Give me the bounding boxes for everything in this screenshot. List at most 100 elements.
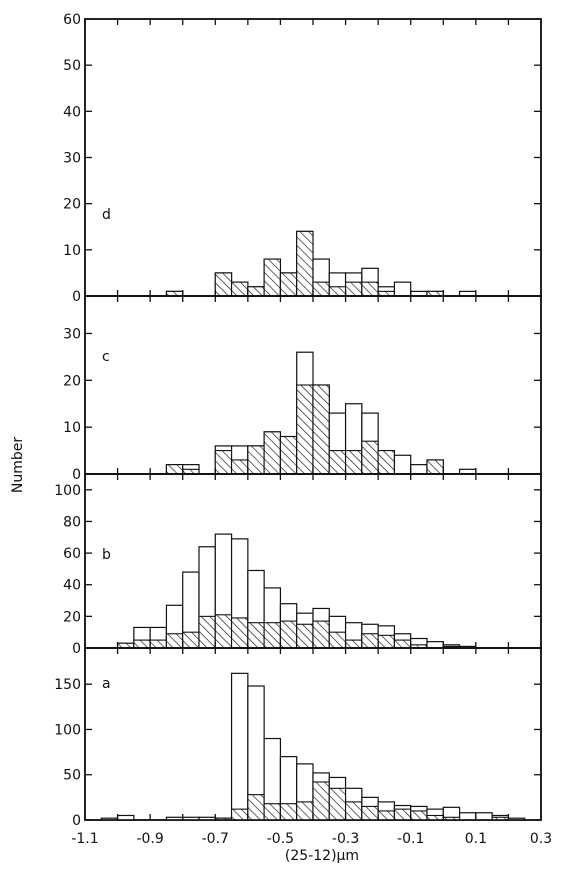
x-tick-label: 0.1 xyxy=(465,831,487,847)
bar-hatched xyxy=(182,631,200,649)
y-tick-label: 10 xyxy=(63,420,81,436)
x-axis-label: (25-12)µm xyxy=(285,848,359,864)
bar-hatched xyxy=(361,440,379,475)
bar-hatched xyxy=(263,803,281,821)
panel-label: d xyxy=(102,207,111,223)
bar-hatched xyxy=(312,384,330,475)
y-tick-label: 100 xyxy=(54,483,81,499)
panel-b: 0 20 40 60 80 100 b xyxy=(54,473,542,657)
bar-hatched xyxy=(214,614,233,649)
bar-total xyxy=(393,281,412,297)
bar-hatched xyxy=(328,450,347,475)
bar-hatched xyxy=(231,617,249,649)
bar-hatched xyxy=(231,459,249,475)
y-tick-label: 150 xyxy=(54,677,81,693)
bar-total xyxy=(475,812,493,821)
bar-hatched xyxy=(345,281,363,297)
bar-total xyxy=(393,454,412,475)
y-axis-label: Number xyxy=(10,437,26,493)
bar-hatched xyxy=(377,634,395,649)
bar-hatched xyxy=(312,620,330,649)
bar-hatched xyxy=(361,633,379,649)
bar-hatched xyxy=(214,450,233,475)
y-tick-label: 50 xyxy=(63,768,81,784)
bar-hatched xyxy=(279,435,298,475)
y-tick-label: 20 xyxy=(63,197,81,213)
bar-hatched xyxy=(328,631,347,649)
y-tick-label: 0 xyxy=(72,289,81,305)
panel-label: b xyxy=(102,547,111,563)
bar-hatched xyxy=(214,272,233,297)
bar-hatched xyxy=(361,281,379,297)
bar-hatched xyxy=(410,810,428,821)
x-axis-ticks: -1.1 -0.9 -0.7 -0.5 -0.3 -0.1 0.1 0.3 xyxy=(71,831,552,847)
bar-total xyxy=(230,672,249,821)
bar-hatched xyxy=(345,801,363,821)
bar-hatched xyxy=(165,464,184,475)
y-tick-label: 30 xyxy=(63,151,81,167)
bar-hatched xyxy=(328,787,347,821)
x-tick-label: -0.9 xyxy=(136,831,163,847)
y-tick-label: 100 xyxy=(54,722,81,738)
bar-hatched xyxy=(231,281,249,297)
bar-hatched xyxy=(296,801,314,821)
bar-hatched xyxy=(312,281,330,297)
bar-hatched xyxy=(296,384,314,475)
panel-label: a xyxy=(102,676,111,692)
bar-hatched xyxy=(279,803,298,821)
bar-hatched xyxy=(377,450,395,475)
panel-c: 0 10 20 30 c xyxy=(63,295,542,483)
bar-hatched xyxy=(426,459,444,475)
y-tick-label: 20 xyxy=(63,373,81,389)
bar-hatched xyxy=(312,781,330,821)
panel-a: 0 50 100 150 a xyxy=(54,647,542,829)
bar-hatched xyxy=(263,258,281,297)
bar-hatched xyxy=(279,620,298,649)
bar-hatched xyxy=(345,450,363,475)
panel-d: 0 10 20 30 40 50 60 d xyxy=(63,12,542,305)
y-tick-label: 60 xyxy=(63,12,81,28)
bar-total xyxy=(426,641,444,649)
bar-hatched xyxy=(263,431,281,475)
bar-total xyxy=(458,812,477,821)
bar-hatched xyxy=(247,794,265,821)
bar-hatched xyxy=(263,622,281,649)
y-tick-label: 40 xyxy=(63,104,81,120)
bar-hatched xyxy=(279,272,298,297)
x-tick-label: -0.5 xyxy=(267,831,294,847)
y-tick-label: 0 xyxy=(72,467,81,483)
y-tick-label: 80 xyxy=(63,514,81,530)
x-tick-label: -1.1 xyxy=(71,831,98,847)
bar-hatched xyxy=(328,286,347,297)
bar-hatched xyxy=(361,805,379,821)
x-tick-label: -0.7 xyxy=(202,831,229,847)
bar-total xyxy=(410,464,428,475)
bar-hatched xyxy=(296,230,314,297)
y-tick-label: 0 xyxy=(72,641,81,657)
bar-hatched xyxy=(345,639,363,649)
y-tick-label: 50 xyxy=(63,58,81,74)
x-tick-label: 0.3 xyxy=(530,831,552,847)
bar-hatched xyxy=(231,808,249,821)
bar-hatched xyxy=(247,622,265,649)
y-tick-label: 0 xyxy=(72,813,81,829)
y-tick-label: 20 xyxy=(63,609,81,625)
bar-hatched xyxy=(165,633,184,649)
bar-hatched xyxy=(296,623,314,649)
bar-hatched xyxy=(149,639,167,649)
bar-hatched xyxy=(247,445,265,475)
bar-hatched xyxy=(377,810,395,821)
panel-label: c xyxy=(102,349,110,365)
y-tick-label: 30 xyxy=(63,326,81,342)
x-tick-label: -0.3 xyxy=(332,831,359,847)
y-tick-label: 40 xyxy=(63,578,81,594)
bar-hatched xyxy=(198,615,216,649)
y-tick-label: 60 xyxy=(63,546,81,562)
bar-hatched xyxy=(133,639,151,649)
x-tick-label: -0.1 xyxy=(397,831,424,847)
bar-hatched xyxy=(247,286,265,297)
bar-hatched xyxy=(393,808,412,821)
y-tick-label: 10 xyxy=(63,243,81,259)
bar-hatched xyxy=(393,639,412,649)
